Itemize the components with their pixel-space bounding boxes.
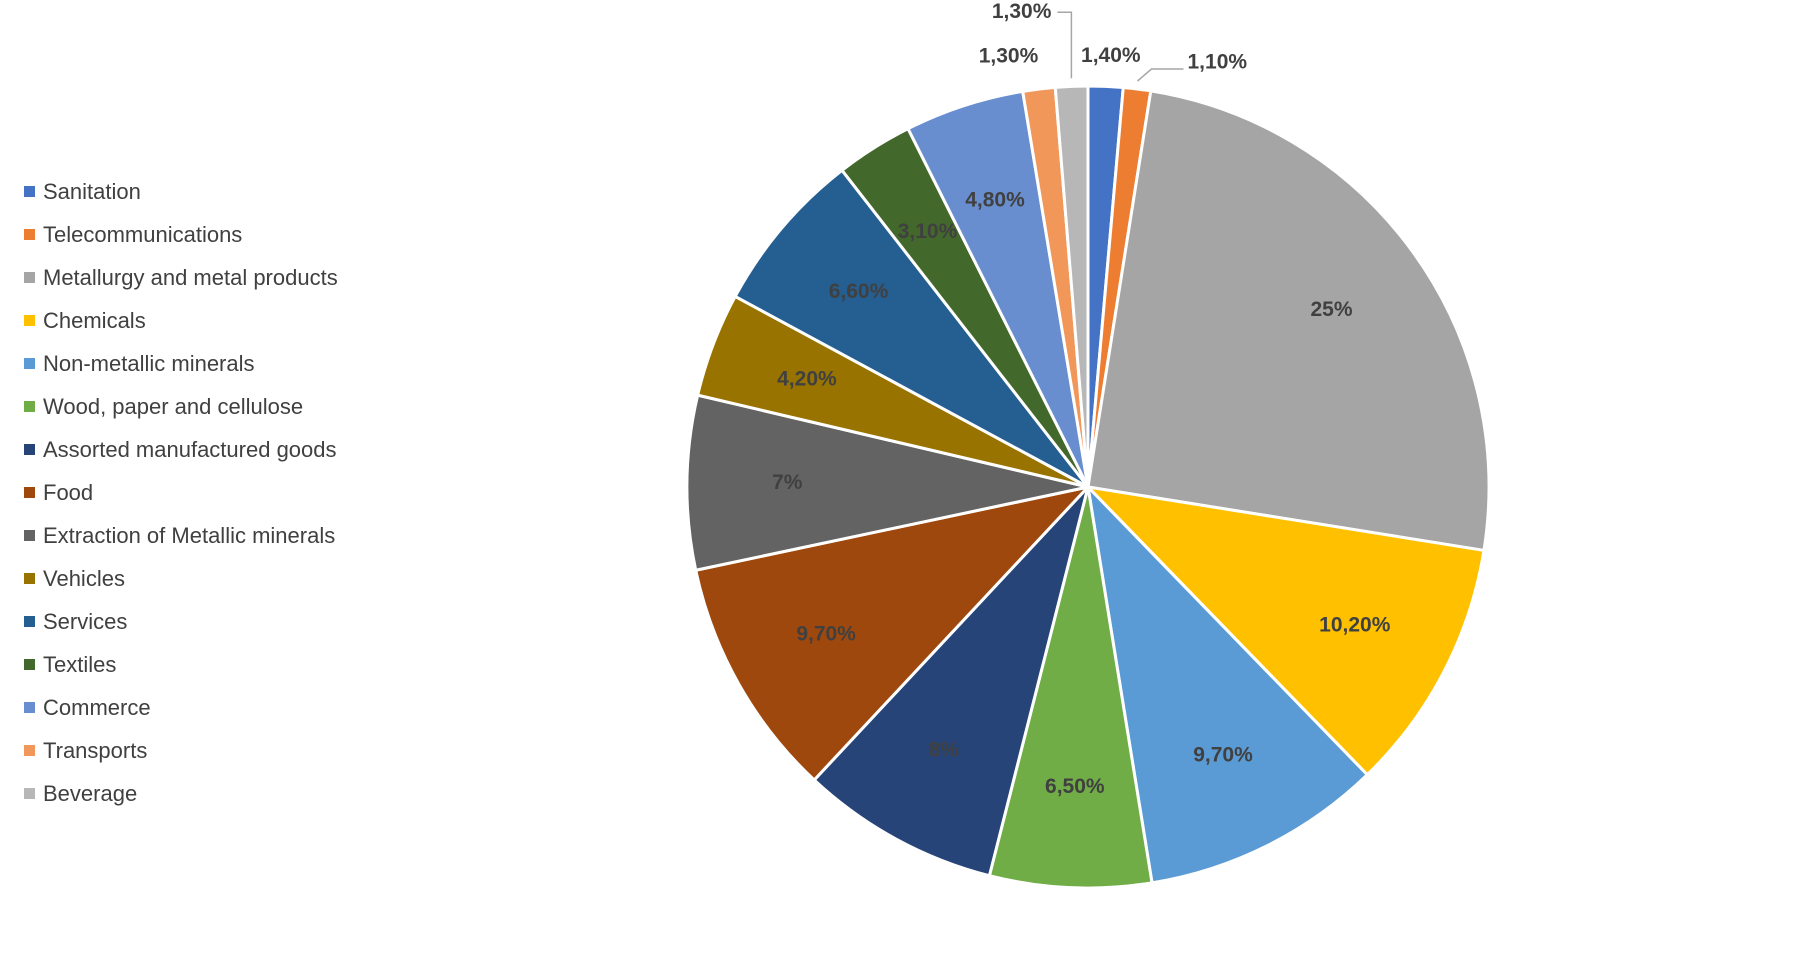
slice-label: 3,10%: [898, 220, 958, 243]
slice-label: 8%: [929, 738, 960, 761]
slice-label: 25%: [1310, 298, 1352, 321]
legend-item: Metallurgy and metal products: [24, 256, 338, 299]
legend-swatch: [24, 487, 35, 498]
legend-item: Assorted manufactured goods: [24, 428, 338, 471]
legend-item: Chemicals: [24, 299, 338, 342]
legend-swatch: [24, 444, 35, 455]
legend-item: Wood, paper and cellulose: [24, 385, 338, 428]
legend-label: Chemicals: [43, 307, 146, 333]
legend-item: Vehicles: [24, 557, 338, 600]
slice-label: 10,20%: [1319, 613, 1391, 636]
legend-swatch: [24, 315, 35, 326]
legend-swatch: [24, 186, 35, 197]
legend-swatch: [24, 745, 35, 756]
legend-label: Vehicles: [43, 565, 125, 591]
legend-item: Non-metallic minerals: [24, 342, 338, 385]
legend-label: Telecommunications: [43, 221, 243, 247]
legend-item: Sanitation: [24, 170, 338, 213]
pie-slice: [1086, 485, 1369, 885]
legend-swatch: [24, 272, 35, 283]
legend-swatch: [24, 229, 35, 240]
legend-label: Assorted manufactured goods: [43, 436, 337, 462]
legend-swatch: [24, 616, 35, 627]
legend-swatch: [24, 401, 35, 412]
slice-label: 4,20%: [777, 368, 837, 391]
legend-label: Transports: [43, 737, 148, 763]
legend-swatch: [24, 358, 35, 369]
legend-label: Textiles: [43, 651, 117, 677]
pie-slice: [685, 393, 1090, 572]
legend-label: Sanitation: [43, 178, 141, 204]
legend-item: Beverage: [24, 772, 338, 815]
legend-swatch: [24, 659, 35, 670]
legend-label: Wood, paper and cellulose: [43, 393, 304, 419]
legend-item: Services: [24, 600, 338, 643]
slice-label: 1,10%: [1188, 51, 1248, 74]
slice-label: 1,30%: [979, 45, 1039, 68]
slice-label: 4,80%: [965, 189, 1025, 212]
slice-label: 9,70%: [796, 622, 856, 645]
pie-slice: [1086, 485, 1486, 777]
slice-label: 1,40%: [1081, 44, 1141, 67]
pie-slice: [812, 485, 1090, 878]
slice-label: 9,70%: [1193, 743, 1253, 766]
legend-label: Food: [43, 479, 94, 505]
legend-item: Textiles: [24, 643, 338, 686]
legend-swatch: [24, 788, 35, 799]
chart-legend: Sanitation Telecommunications Metallurgy a…: [24, 170, 338, 815]
legend-label: Extraction of Metallic minerals: [43, 522, 336, 548]
slice-label: 1,30%: [992, 0, 1052, 23]
legend-swatch: [24, 702, 35, 713]
slice-label: 6,50%: [1045, 775, 1105, 798]
legend-item: Telecommunications: [24, 213, 338, 256]
slice-label: 7%: [772, 471, 803, 494]
leader-line: [1137, 68, 1184, 82]
leader-line: [1057, 11, 1073, 79]
legend-label: Non-metallic minerals: [43, 350, 255, 376]
legend-item: Commerce: [24, 686, 338, 729]
slice-label: 6,60%: [829, 280, 889, 303]
pie-slice: [733, 168, 1090, 489]
legend-swatch: [24, 530, 35, 541]
legend-item: Food: [24, 471, 338, 514]
pie-slice: [1086, 89, 1491, 552]
legend-label: Services: [43, 608, 128, 634]
pie-slice: [987, 485, 1154, 890]
pie-slice: [1053, 84, 1090, 489]
legend-item: Extraction of Metallic minerals: [24, 514, 338, 557]
legend-label: Beverage: [43, 780, 138, 806]
legend-item: Transports: [24, 729, 338, 772]
legend-swatch: [24, 573, 35, 584]
pie-slice: [694, 485, 1090, 782]
legend-label: Commerce: [43, 694, 151, 720]
legend-label: Metallurgy and metal products: [43, 264, 338, 290]
